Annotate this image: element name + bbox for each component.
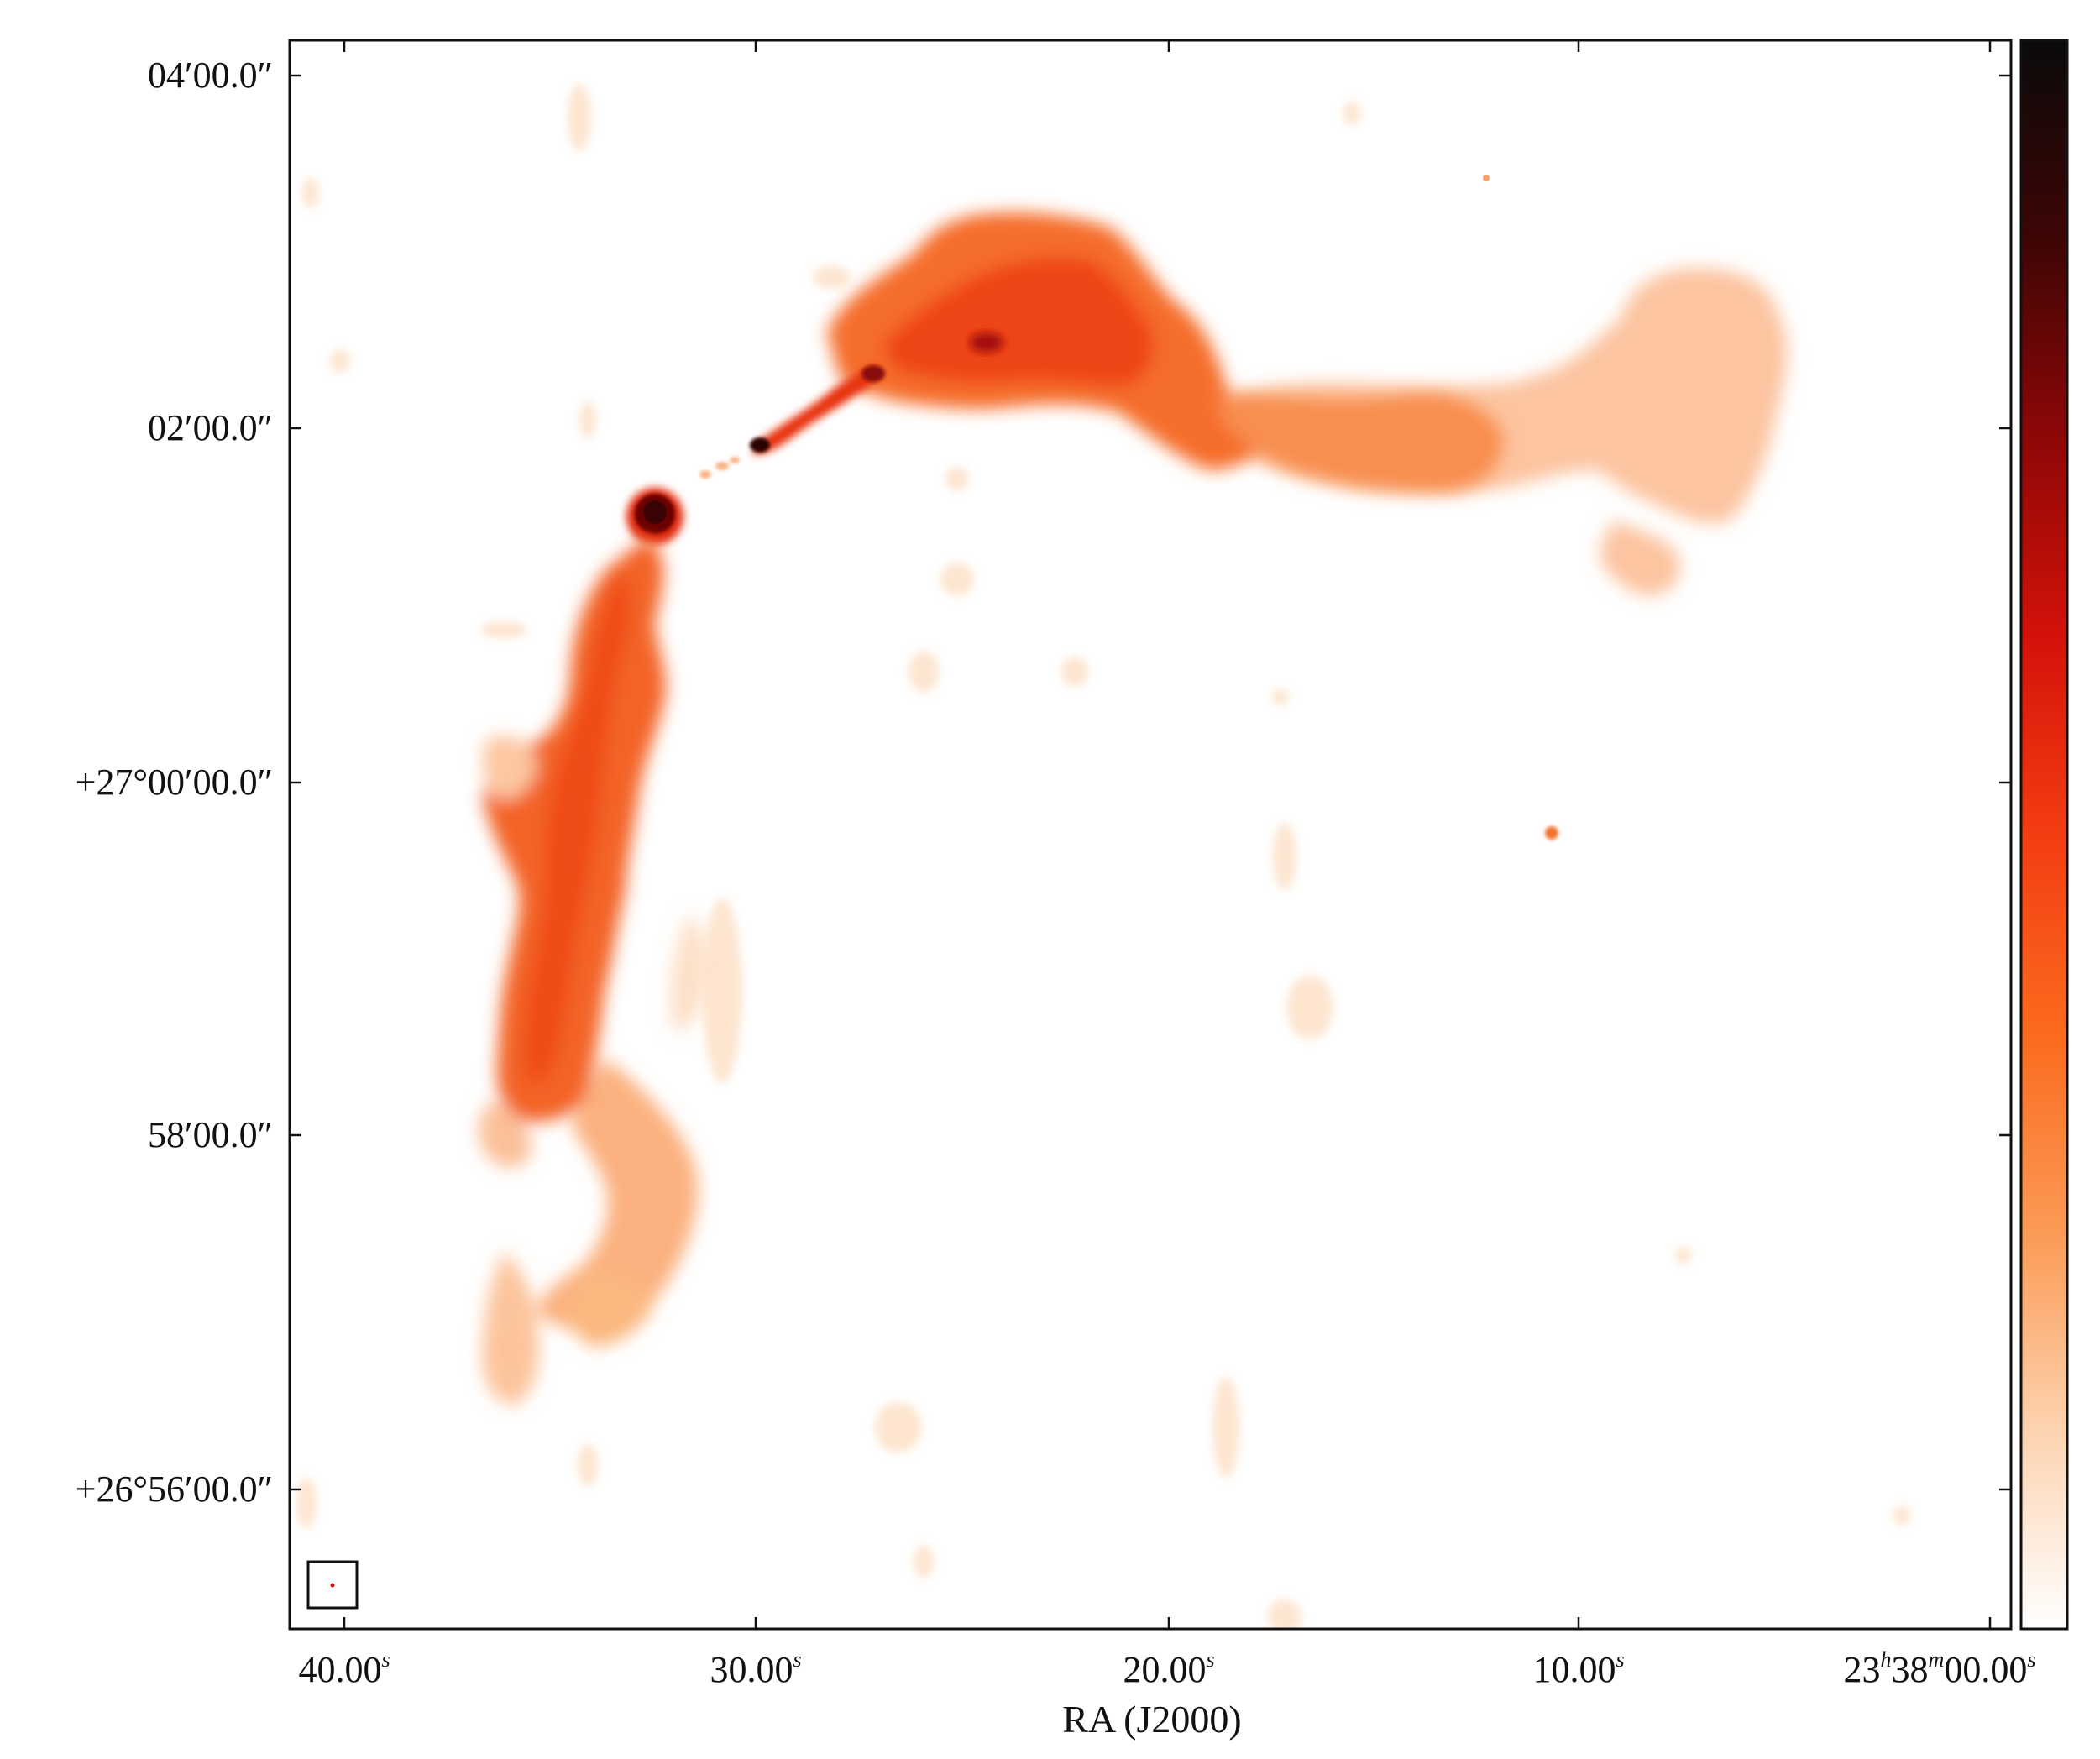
y-tick-label-00: +27°00′00.0″ <box>76 762 273 803</box>
y-tick-label-04: 04′00.0″ <box>148 55 273 96</box>
x-axis-title: RA (J2000) <box>1062 1698 1241 1741</box>
plot-frame <box>288 39 2013 1631</box>
x-axis-labels: 40.00s 30.00s 20.00s 10.00s 23h38m00.00s <box>298 1647 2035 1690</box>
x-tick-label-10s: 10.00s <box>1532 1647 1624 1690</box>
faint-noise-patches <box>296 84 1910 1629</box>
tick-marks <box>290 40 2011 1629</box>
x-tick-label-20s: 20.00s <box>1123 1647 1214 1690</box>
south-tail <box>479 537 709 1405</box>
core <box>626 488 683 545</box>
x-tick-label-30s: 30.00s <box>710 1647 801 1690</box>
y-tick-label-56: +26°56′00.0″ <box>76 1468 273 1510</box>
y-axis-labels: 04′00.0″ 02′00.0″ +27°00′00.0″ 58′00.0″ … <box>76 55 273 1510</box>
north-plume <box>827 212 1503 491</box>
beam-indicator <box>306 1560 359 1610</box>
y-tick-label-58: 58′00.0″ <box>148 1114 273 1155</box>
north-jet <box>699 332 1003 479</box>
radio-emission <box>296 84 1910 1629</box>
x-tick-label-23h38m00s: 23h38m00.00s <box>1844 1647 2036 1690</box>
colorbar <box>2019 39 2069 1631</box>
compact-sources <box>1483 175 1558 840</box>
x-tick-label-40s: 40.00s <box>298 1647 390 1690</box>
y-tick-label-02: 02′00.0″ <box>148 407 273 448</box>
